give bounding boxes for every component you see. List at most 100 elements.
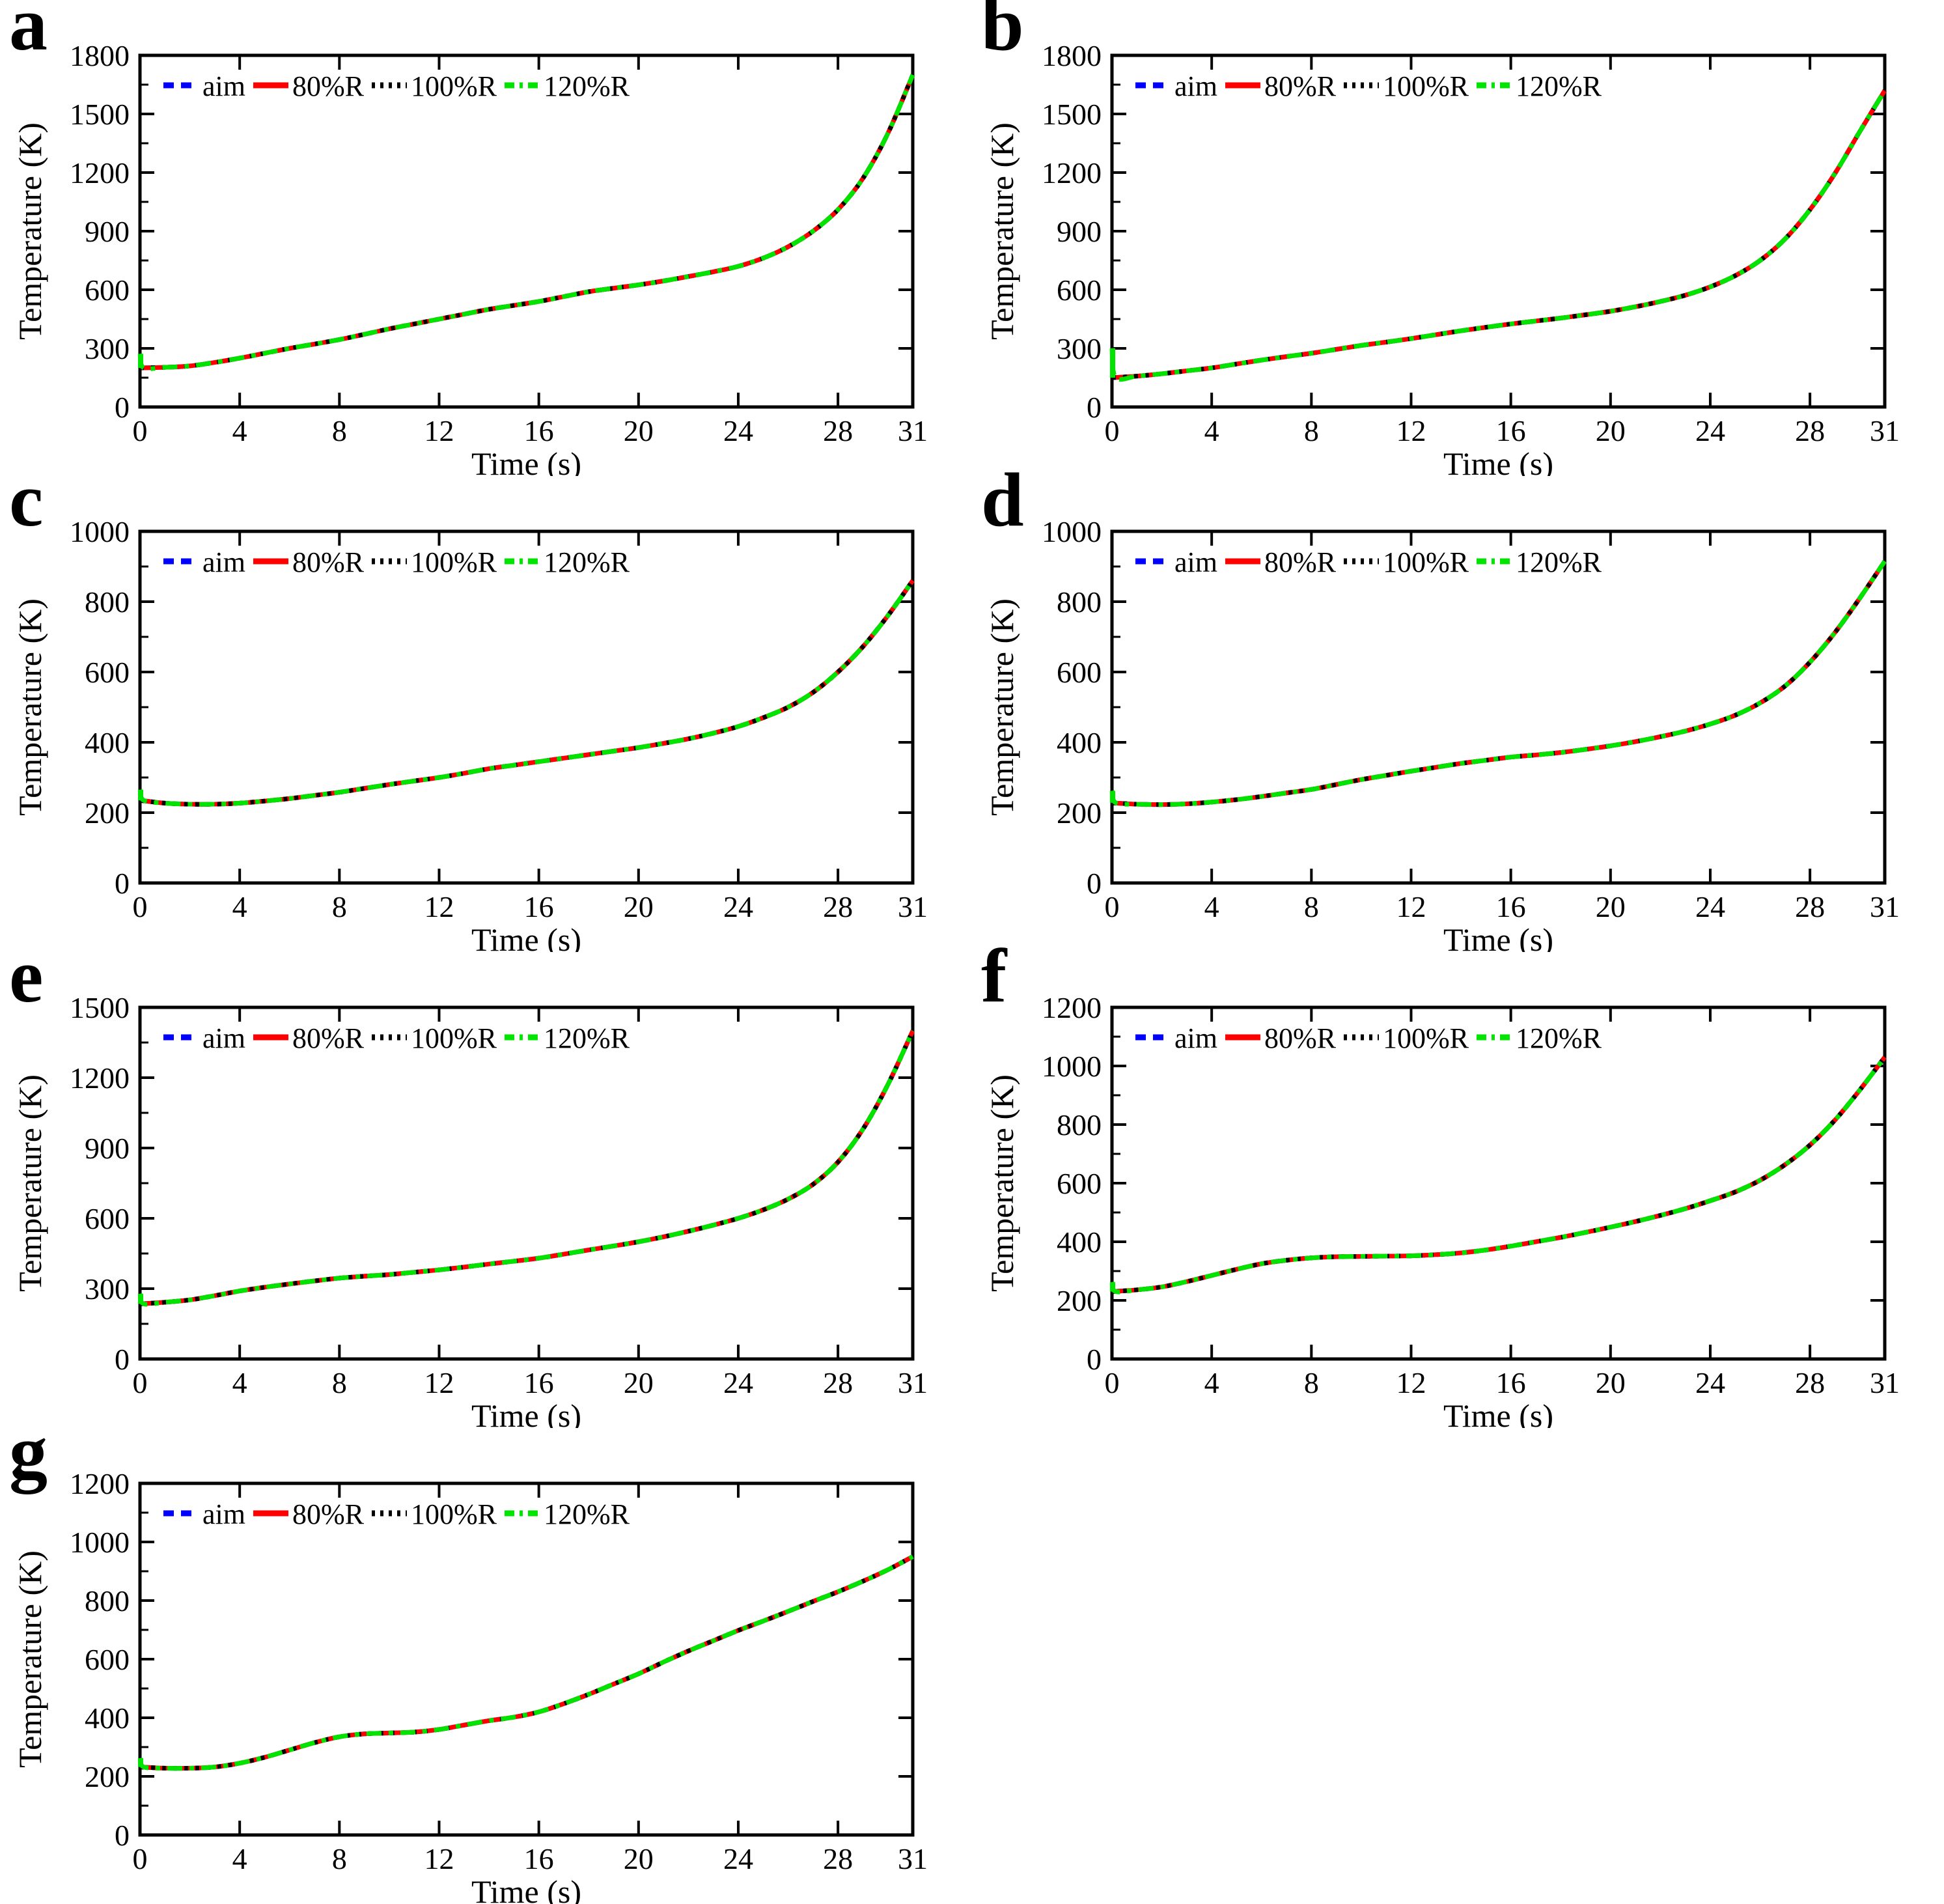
y-tick-label: 400 — [1057, 726, 1102, 759]
y-axis-title: Temperature (K) — [12, 1550, 48, 1768]
y-tick-label: 1200 — [1042, 156, 1102, 189]
axes: 0 200 400 600 800 1000 0 4 8 12 16 20 24 28 31 Time (s)… — [12, 515, 928, 952]
legend-item-100%R: 100%R — [371, 70, 497, 102]
x-tick-label: 24 — [723, 1842, 753, 1875]
legend: aim 80%R 100%R 120%R — [163, 1022, 630, 1054]
x-axis-ticks: 0 4 8 12 16 20 24 28 31 — [1105, 1007, 1900, 1399]
x-tick-label: 12 — [424, 1842, 454, 1875]
legend-item-100%R: 100%R — [1343, 70, 1469, 102]
legend-label: 100%R — [411, 1498, 497, 1530]
y-tick-label: 900 — [85, 215, 130, 248]
x-tick-label: 24 — [1695, 890, 1725, 923]
x-tick-label: 8 — [332, 1366, 347, 1399]
panel-f: f 0 200 400 600 800 1000 1200 0 4 8 12 16 20 24 28 31 Ti… — [972, 938, 1944, 1429]
x-axis-ticks: 0 4 8 12 16 20 24 28 31 — [133, 1483, 928, 1875]
series-120%R — [137, 1554, 914, 1771]
x-tick-label: 31 — [1870, 1366, 1900, 1399]
panel-letter: c — [9, 457, 44, 542]
x-tick-label: 12 — [424, 414, 454, 447]
panel-b: b 0 300 600 900 1200 1500 1800 0 4 8 12 16 20 24 28 31 T… — [972, 0, 1944, 476]
y-tick-label: 300 — [1057, 332, 1102, 365]
x-tick-label: 16 — [524, 1366, 554, 1399]
legend-label: 80%R — [1264, 1022, 1337, 1054]
legend-label: 100%R — [411, 1022, 497, 1054]
legend-item-aim: aim — [163, 546, 245, 578]
x-axis-title: Time (s) — [471, 1873, 581, 1904]
x-axis-title: Time (s) — [1443, 445, 1553, 476]
x-tick-label: 12 — [1396, 890, 1426, 923]
y-tick-label: 0 — [115, 1819, 130, 1852]
legend: aim 80%R 100%R 120%R — [163, 546, 630, 578]
series-80%R — [1111, 559, 1887, 807]
panel-letter: a — [9, 0, 48, 66]
x-axis-title: Time (s) — [471, 445, 581, 476]
panel-letter: e — [9, 933, 44, 1018]
y-tick-label: 400 — [1057, 1225, 1102, 1259]
legend-item-80%R: 80%R — [1225, 70, 1337, 102]
plot-svg: 0 200 400 600 800 1000 1200 0 4 8 12 16 20 24 28 31 Time… — [12, 1467, 928, 1904]
y-tick-label: 800 — [85, 1584, 130, 1617]
legend-label: 80%R — [292, 546, 365, 578]
legend-item-120%R: 120%R — [504, 70, 630, 102]
legend-item-aim: aim — [1135, 70, 1217, 102]
x-tick-label: 20 — [624, 890, 654, 923]
series-80%R — [139, 74, 915, 371]
legend-label: 120%R — [544, 70, 630, 102]
series-120%R — [1109, 89, 1887, 382]
panel-a: a 0 300 600 900 1200 1500 1800 0 4 8 12 16 20 24 28 31 T… — [0, 0, 972, 476]
x-tick-label: 20 — [624, 414, 654, 447]
axes: 0 200 400 600 800 1000 0 4 8 12 16 20 24 28 31 Time (s)… — [984, 515, 1900, 952]
legend-label: aim — [1174, 70, 1217, 102]
x-tick-label: 16 — [1496, 890, 1526, 923]
legend-label: aim — [202, 70, 245, 102]
x-tick-label: 28 — [1795, 890, 1825, 923]
x-tick-label: 31 — [898, 890, 928, 923]
y-tick-label: 900 — [85, 1132, 130, 1165]
panel-letter: d — [981, 457, 1024, 542]
x-axis-title: Time (s) — [1443, 1397, 1553, 1428]
axes: 0 200 400 600 800 1000 1200 0 4 8 12 16 20 24 28 31 Time… — [12, 1467, 928, 1904]
y-tick-label: 1000 — [70, 515, 130, 548]
series-120%R — [137, 74, 915, 371]
x-axis-ticks: 0 4 8 12 16 20 24 28 31 — [1105, 55, 1900, 447]
series-100%R — [1111, 559, 1887, 807]
series-120%R — [1109, 559, 1887, 807]
plot-svg: 0 300 600 900 1200 1500 0 4 8 12 16 20 24 28 31 Time (s… — [12, 991, 928, 1428]
y-tick-label: 1500 — [70, 991, 130, 1024]
plot-svg: 0 300 600 900 1200 1500 1800 0 4 8 12 16 20 24 28 31 Tim… — [984, 39, 1900, 476]
y-tick-label: 600 — [85, 273, 130, 307]
y-axis-ticks: 0 200 400 600 800 1000 1200 — [70, 1467, 913, 1852]
panel-c: c 0 200 400 600 800 1000 0 4 8 12 16 20 24 28 31 Time (… — [0, 462, 972, 953]
legend-item-120%R: 120%R — [1476, 546, 1602, 578]
legend-item-aim: aim — [1135, 546, 1217, 578]
x-tick-label: 0 — [1105, 1366, 1120, 1399]
y-tick-label: 800 — [1057, 1108, 1102, 1141]
y-tick-label: 1200 — [70, 1061, 130, 1095]
x-tick-label: 31 — [898, 1366, 928, 1399]
axes: 0 300 600 900 1200 1500 1800 0 4 8 12 16 20 24 28 31 Tim… — [12, 39, 928, 476]
x-tick-label: 8 — [1304, 890, 1319, 923]
y-tick-label: 0 — [1087, 1343, 1102, 1376]
legend-item-120%R: 120%R — [504, 546, 630, 578]
x-tick-label: 12 — [1396, 1366, 1426, 1399]
y-tick-label: 1500 — [1042, 98, 1102, 131]
y-axis-ticks: 0 200 400 600 800 1000 — [70, 515, 913, 900]
x-tick-label: 0 — [133, 1366, 148, 1399]
x-tick-label: 8 — [332, 414, 347, 447]
x-tick-label: 12 — [1396, 414, 1426, 447]
series-100%R — [1111, 89, 1887, 380]
series-120%R — [1109, 1056, 1887, 1295]
legend-label: 80%R — [292, 70, 365, 102]
y-tick-label: 800 — [1057, 585, 1102, 619]
legend-label: 120%R — [544, 546, 630, 578]
y-tick-label: 1000 — [70, 1526, 130, 1559]
x-tick-label: 0 — [1105, 890, 1120, 923]
x-tick-label: 16 — [1496, 1366, 1526, 1399]
series-aim — [139, 579, 915, 807]
y-axis-ticks: 0 200 400 600 800 1000 — [1042, 515, 1885, 900]
x-tick-label: 20 — [624, 1366, 654, 1399]
y-tick-label: 1500 — [70, 98, 130, 131]
legend-label: 120%R — [1516, 1022, 1602, 1054]
x-axis-title: Time (s) — [471, 1397, 581, 1428]
plot-svg: 0 200 400 600 800 1000 0 4 8 12 16 20 24 28 31 Time (s)… — [984, 515, 1900, 952]
